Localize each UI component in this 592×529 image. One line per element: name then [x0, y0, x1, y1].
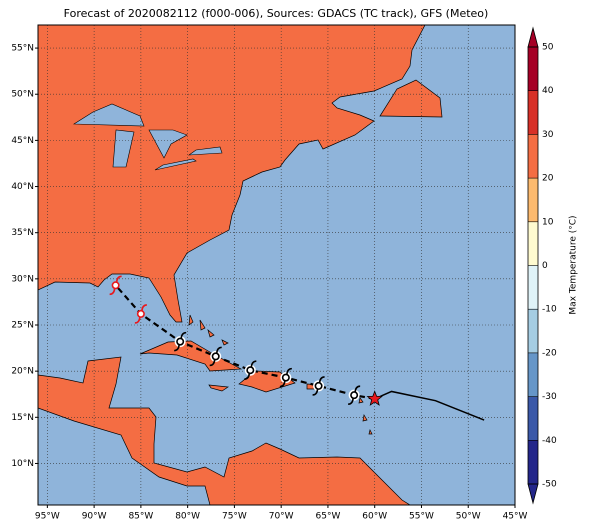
storm-marker — [134, 304, 147, 324]
lake — [112, 129, 135, 168]
y-tick-label: 50°N — [11, 90, 34, 100]
storm-marker — [312, 376, 325, 396]
colorbar-tick-label: 0 — [542, 261, 548, 271]
storm-marker-eye — [136, 309, 145, 318]
x-tick-label: 45°W — [503, 512, 528, 522]
graticule — [38, 25, 515, 505]
storm-marker-arms — [134, 304, 147, 324]
storm-marker — [348, 385, 361, 405]
x-tick-label: 80°W — [175, 512, 200, 522]
x-tick-label: 65°W — [316, 512, 341, 522]
colorbar-extend-max — [527, 26, 539, 48]
storm-marker-eye — [314, 381, 323, 390]
colorbar-tick-label: -50 — [542, 480, 557, 490]
forecast-track — [114, 284, 375, 400]
y-tick-label: 40°N — [11, 182, 34, 192]
past-track — [374, 390, 485, 421]
storm-marker — [279, 367, 292, 388]
colorbar-tick-label: 40 — [542, 86, 554, 96]
storm-marker-arms — [209, 346, 222, 367]
x-tick-label: 50°W — [456, 512, 481, 522]
colorbar-label: Max Temperature (°C) — [569, 215, 579, 314]
colorbar-segment — [528, 134, 538, 179]
colorbar-segment — [528, 440, 538, 484]
colorbar-segment — [528, 309, 538, 353]
colorbar-segment — [528, 265, 538, 310]
storm-marker — [244, 360, 257, 381]
storm-marker-eye — [111, 281, 120, 290]
storm-marker — [174, 331, 187, 352]
lakes — [73, 103, 223, 171]
storm-marker — [109, 275, 122, 296]
colorbar: -50 -40 -30 -20 -10 0 10 20 30 40 50 — [527, 26, 557, 505]
x-tick-label: 75°W — [222, 512, 247, 522]
storm-marker-eye — [246, 366, 255, 375]
storm-marker-arms — [174, 331, 187, 352]
lake — [154, 158, 197, 171]
y-tick-label: 30°N — [11, 274, 34, 284]
x-tick-label: 95°W — [35, 512, 60, 522]
map-area — [38, 25, 515, 505]
colorbar-tick-label: 30 — [542, 130, 554, 140]
colorbar-tick-label: -10 — [542, 305, 557, 315]
storm-marker-arms — [109, 275, 122, 296]
y-tick-label: 35°N — [11, 228, 34, 238]
colorbar-segment — [528, 221, 538, 266]
storm-marker — [209, 346, 222, 367]
tc-track — [109, 275, 485, 421]
x-tick-label: 85°W — [128, 512, 153, 522]
colorbar-segment — [528, 90, 538, 135]
x-tick-label: 60°W — [362, 512, 387, 522]
colorbar-segment — [528, 47, 538, 91]
lake — [73, 103, 145, 127]
colorbar-tick-label: -40 — [542, 436, 557, 446]
colorbar-segment — [528, 396, 538, 441]
storm-marker-eye — [176, 337, 185, 346]
x-tick-label: 55°W — [409, 512, 434, 522]
current-position — [366, 390, 383, 406]
colorbar-tick-label: -20 — [542, 348, 557, 358]
y-tick-label: 15°N — [11, 413, 34, 423]
x-tick-label: 90°W — [82, 512, 107, 522]
colorbar-tick-label: 10 — [542, 217, 554, 227]
y-tick-label: 20°N — [11, 367, 34, 377]
storm-marker-arms — [312, 376, 325, 396]
colorbar-extend-min — [527, 483, 539, 505]
map-title: Forecast of 2020082112 (f000-006), Sourc… — [64, 7, 489, 20]
axes-labels: 95°W 90°W 85°W 80°W 75°W 70°W 65°W 60°W 55°W 50°W… — [11, 44, 527, 522]
x-tick-label: 70°W — [269, 512, 294, 522]
lake — [148, 129, 188, 159]
map-frame — [37, 24, 516, 506]
storm-marker-arms — [279, 367, 292, 388]
storm-marker-arms — [244, 360, 257, 381]
storm-marker-eye — [211, 352, 220, 361]
y-tick-label: 45°N — [11, 136, 34, 146]
y-tick-label: 55°N — [11, 44, 34, 54]
lake — [187, 146, 223, 156]
colorbar-segment — [528, 352, 538, 397]
y-tick-label: 25°N — [11, 321, 34, 331]
storm-marker-arms — [348, 385, 361, 405]
storm-marker-eye — [350, 391, 359, 400]
colorbar-segment — [528, 178, 538, 222]
colorbar-tick-label: 50 — [542, 43, 554, 53]
storm-marker-eye — [281, 373, 290, 382]
colorbar-tick-label: 20 — [542, 174, 554, 184]
colorbar-tick-label: -30 — [542, 392, 557, 402]
y-tick-label: 10°N — [11, 459, 34, 469]
